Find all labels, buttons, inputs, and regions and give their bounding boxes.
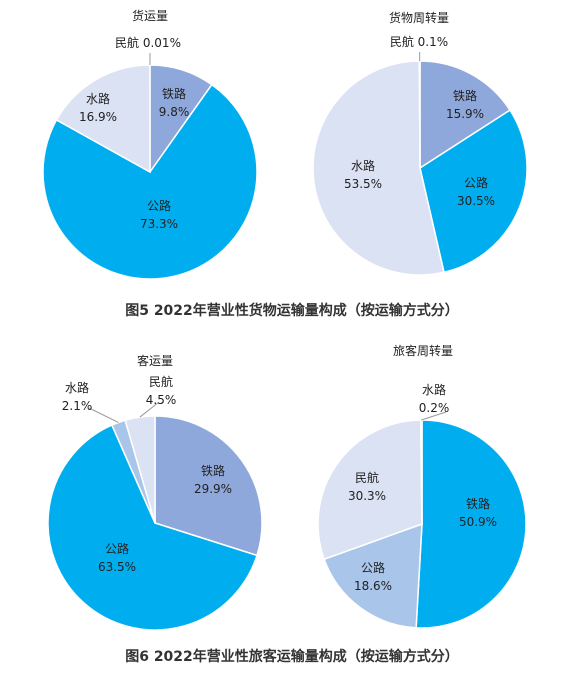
chart-2-slice-3 xyxy=(312,60,445,276)
chart-3-value-2: 63.5% xyxy=(98,560,136,574)
chart-1-value-1: 9.8% xyxy=(159,105,190,119)
chart-2-value-3: 53.5% xyxy=(344,177,382,191)
chart-3-leader-3 xyxy=(88,407,119,423)
chart-3-slice-4 xyxy=(124,415,156,524)
chart-2-label-3: 水路 xyxy=(351,158,375,173)
chart-1-label-4: 民航 0.01% xyxy=(115,35,181,50)
chart-1-slice-2 xyxy=(42,83,258,280)
chart-2-title: 货物周转量 xyxy=(389,10,449,25)
chart-4-label-4: 水路 xyxy=(422,382,446,397)
chart-4-label-3: 民航 xyxy=(355,470,379,485)
chart-1-title: 货运量 xyxy=(132,8,168,23)
chart-1-value-3: 16.9% xyxy=(79,110,117,124)
chart-3-value-1: 29.9% xyxy=(194,482,232,496)
chart-4-slice-2 xyxy=(323,522,423,629)
chart-4-value-1: 50.9% xyxy=(459,515,497,529)
chart-4-value-3: 30.3% xyxy=(348,489,386,503)
chart-1-slice-3 xyxy=(55,64,151,174)
chart-4-value-2: 18.6% xyxy=(354,579,392,593)
figure-6-caption: 图6 2022年营业性旅客运输量构成（按运输方式分） xyxy=(125,649,459,665)
chart-4-title: 旅客周转量 xyxy=(393,343,453,358)
chart-3-label-3: 水路 xyxy=(65,380,89,395)
chart-3-slice-2 xyxy=(47,424,258,631)
chart-2-value-1: 15.9% xyxy=(446,107,484,121)
chart-3-slice-1 xyxy=(154,415,263,557)
chart-1-label-3: 水路 xyxy=(86,91,110,106)
chart-1-label-2: 公路 xyxy=(147,198,171,213)
chart-3-label-4: 民航 xyxy=(149,374,173,389)
chart-2-label-1: 铁路 xyxy=(453,88,477,103)
chart-4-label-2: 公路 xyxy=(361,560,385,575)
chart-3-title: 客运量 xyxy=(137,353,173,368)
chart-3-label-1: 铁路 xyxy=(201,463,225,478)
chart-4-label-1: 铁路 xyxy=(466,496,490,511)
chart-1-value-2: 73.3% xyxy=(140,217,178,231)
chart-2-label-2: 公路 xyxy=(464,175,488,190)
chart-4-leader-4 xyxy=(421,411,447,421)
chart-3-label-2: 公路 xyxy=(105,541,129,556)
chart-4-value-4: 0.2% xyxy=(419,401,450,415)
figure-5-caption: 图5 2022年营业性货物运输量构成（按运输方式分） xyxy=(125,303,459,319)
chart-2-slice-4 xyxy=(418,60,421,169)
chart-3-value-4: 4.5% xyxy=(146,393,177,407)
chart-2-label-4: 民航 0.1% xyxy=(390,34,448,49)
chart-2-slice-1 xyxy=(419,60,512,170)
chart-4-slice-3 xyxy=(317,419,423,561)
chart-3-leader-4 xyxy=(139,401,160,418)
chart-2-slice-2 xyxy=(419,109,528,274)
chart-2-value-2: 30.5% xyxy=(457,194,495,208)
chart-4-slice-1 xyxy=(415,419,527,629)
chart-3-value-3: 2.1% xyxy=(62,399,93,413)
chart-1-label-1: 铁路 xyxy=(162,86,186,101)
